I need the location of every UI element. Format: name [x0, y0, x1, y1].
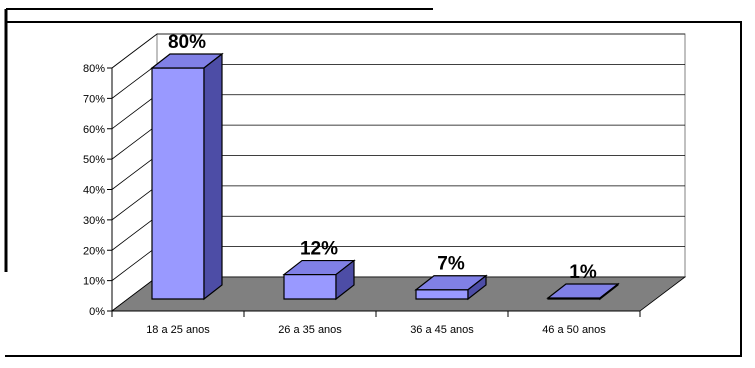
bar-front [415, 289, 469, 300]
bar [282, 259, 356, 301]
bars [150, 52, 620, 301]
x-tick-label: 18 a 25 anos [146, 324, 210, 336]
y-tick-label: 0% [89, 306, 105, 318]
bar-side [467, 274, 487, 301]
y-tick-label: 70% [83, 93, 105, 105]
y-tick-label: 50% [83, 154, 105, 166]
gridline [111, 33, 685, 69]
bar-front [151, 67, 205, 300]
bar-side [335, 259, 355, 301]
data-label: 12% [300, 239, 338, 260]
bar [414, 274, 488, 301]
bar [150, 52, 224, 301]
y-tick-label: 30% [83, 215, 105, 227]
bar [546, 282, 620, 301]
data-labels: 80% 12% 7% 1% [168, 32, 597, 283]
data-label: 1% [569, 262, 597, 283]
bar-front [283, 273, 337, 300]
frame-border [5, 21, 742, 357]
bar-side [599, 282, 619, 301]
y-tick-label: 80% [83, 63, 105, 75]
x-axis: 18 a 25 anos 26 a 35 anos 36 a 45 anos 46 a… [111, 310, 641, 336]
x-tick-label: 36 a 45 anos [410, 324, 474, 336]
y-tick-label: 60% [83, 124, 105, 136]
y-tick-label: 10% [83, 276, 105, 288]
y-axis: 0% 10% 20% 30% 40% 50% 60% 70% 80% [83, 63, 113, 318]
data-label: 7% [437, 254, 465, 275]
data-label: 80% [168, 32, 206, 53]
y-tick-label: 40% [83, 185, 105, 197]
chart-frame [4, 8, 742, 357]
x-tick-label: 46 a 50 anos [542, 324, 606, 336]
bar-side [203, 52, 223, 301]
x-tick-label: 26 a 35 anos [278, 324, 342, 336]
y-tick-label: 20% [83, 245, 105, 257]
